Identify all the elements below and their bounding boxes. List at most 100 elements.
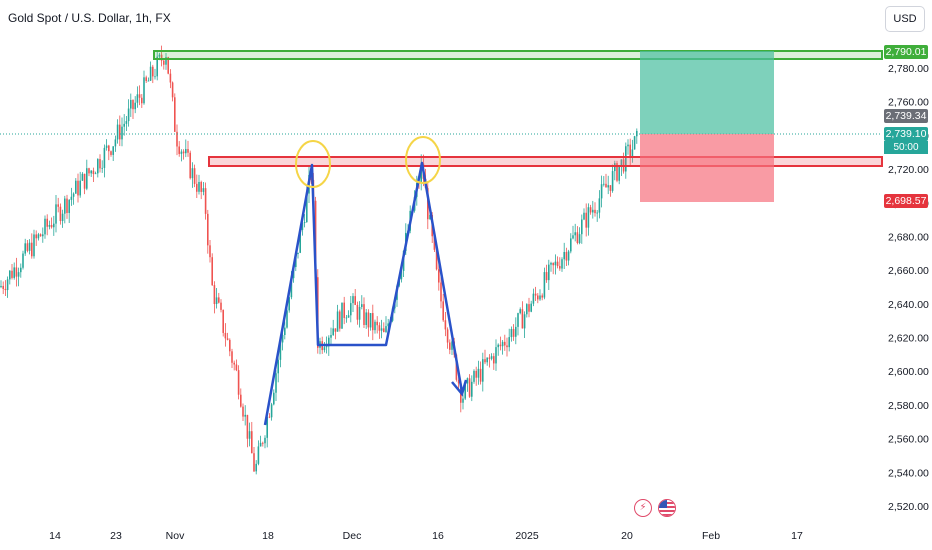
- candle-body: [99, 159, 101, 169]
- candle-body: [257, 446, 260, 464]
- candle-body: [444, 320, 447, 330]
- x-tick-label: Feb: [702, 530, 720, 542]
- entry-price-tag: 2,739.10: [884, 127, 928, 141]
- candle-body: [633, 136, 636, 150]
- candle-body: [83, 173, 86, 189]
- candle-body: [427, 188, 429, 220]
- time-axis[interactable]: 14 23 Nov 18 Dec 16 2025 20 Feb 17: [49, 530, 803, 542]
- candle-body: [222, 309, 224, 333]
- candle-body: [484, 359, 486, 363]
- candle-body: [154, 76, 156, 78]
- candle-body: [598, 198, 601, 213]
- candle-body: [182, 151, 185, 154]
- candle-body: [306, 193, 308, 223]
- candle-body: [50, 225, 53, 228]
- candle-body: [187, 149, 189, 153]
- candle-body: [442, 301, 444, 321]
- us-flag-icon[interactable]: [658, 499, 676, 517]
- candle-body: [466, 378, 469, 384]
- candle-body: [435, 249, 438, 270]
- candle-body: [594, 209, 596, 214]
- candle-body: [589, 207, 592, 213]
- currency-button[interactable]: USD: [885, 6, 925, 32]
- candle-body: [39, 234, 42, 237]
- candle-body: [354, 296, 356, 305]
- candle-body: [152, 66, 154, 77]
- candle-body: [341, 302, 343, 329]
- candle-body: [224, 332, 227, 339]
- candle-body: [372, 313, 374, 331]
- candle-body: [561, 259, 563, 269]
- candle-body: [53, 223, 55, 228]
- stop-zone: [640, 134, 774, 202]
- candle-body: [376, 321, 378, 326]
- candle-body: [42, 234, 44, 237]
- candle-body: [108, 145, 110, 152]
- right-peak-circle: [405, 136, 441, 184]
- candle-body: [97, 159, 99, 174]
- candle-body: [202, 188, 205, 192]
- candle-body: [189, 152, 191, 179]
- y-tick-label: 2,620.00: [888, 333, 929, 345]
- candle-body: [438, 269, 440, 283]
- candle-body: [583, 212, 585, 220]
- x-tick-label: 23: [110, 530, 122, 542]
- candle-body: [268, 416, 271, 418]
- candle-body: [22, 253, 24, 268]
- lightning-icon[interactable]: ⚡: [634, 499, 652, 517]
- candle-body: [61, 213, 64, 222]
- candle-body: [592, 209, 594, 213]
- candle-body: [72, 193, 75, 197]
- candle-body: [600, 184, 603, 199]
- y-tick-label: 2,560.00: [888, 434, 929, 446]
- candle-body: [15, 267, 18, 277]
- candle-body: [446, 329, 449, 343]
- candle-body: [519, 309, 521, 314]
- y-tick-label: 2,720.00: [888, 164, 929, 176]
- candle-body: [537, 295, 539, 300]
- candle-body: [559, 266, 561, 269]
- candle-body: [88, 168, 90, 174]
- y-tick-label: 2,660.00: [888, 265, 929, 277]
- left-peak-circle: [295, 140, 331, 188]
- candle-body: [339, 311, 341, 329]
- candle-body: [26, 243, 29, 251]
- candle-body: [554, 261, 557, 266]
- candle-body: [103, 147, 106, 168]
- candle-body: [609, 185, 612, 191]
- candle-body: [526, 304, 528, 315]
- candle-body: [512, 329, 515, 337]
- candle-body: [273, 392, 275, 405]
- candle-body: [101, 167, 103, 169]
- candle-body: [378, 325, 381, 331]
- candle-body: [57, 204, 59, 207]
- candle-body: [66, 198, 68, 213]
- candle-body: [325, 346, 328, 348]
- candle-body: [620, 159, 623, 168]
- candle-body: [251, 431, 253, 454]
- candle-body: [365, 312, 367, 325]
- candle-body: [490, 356, 493, 359]
- candle-body: [343, 302, 345, 318]
- y-tick-label: 2,760.00: [888, 97, 929, 109]
- candle-body: [495, 347, 497, 364]
- candle-body: [33, 234, 35, 257]
- stop-price-tag: 2,698.57: [884, 194, 928, 208]
- candle-body: [169, 73, 172, 83]
- candle-body: [226, 338, 229, 340]
- candle-body: [11, 270, 13, 278]
- candle-body: [301, 223, 304, 231]
- candle-body: [185, 149, 187, 154]
- arrow-head: [451, 379, 468, 397]
- candle-body: [625, 146, 627, 172]
- candle-body: [297, 252, 299, 254]
- target-zone: [640, 51, 774, 134]
- candle-body: [44, 218, 46, 235]
- candle-body: [578, 234, 581, 244]
- candle-body: [231, 351, 233, 363]
- candle-body: [2, 285, 4, 289]
- candle-body: [299, 230, 301, 253]
- candle-body: [284, 327, 286, 335]
- y-tick-label: 2,540.00: [888, 467, 929, 479]
